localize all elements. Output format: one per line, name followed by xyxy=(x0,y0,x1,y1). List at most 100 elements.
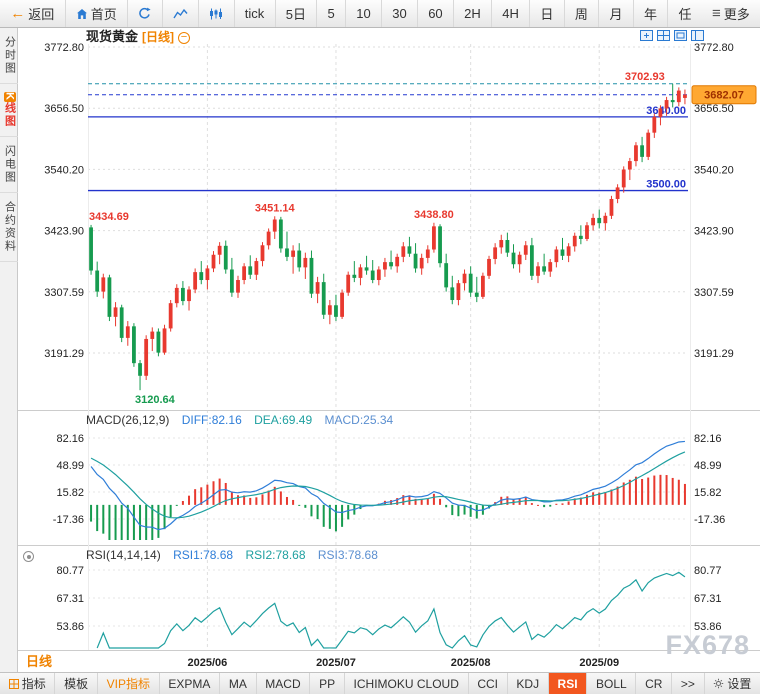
period-button-4h[interactable]: 4H xyxy=(492,0,531,27)
indicator-tab-vip-indicator[interactable]: VIP指标 xyxy=(98,673,160,694)
sidebar-item-flash-chart[interactable]: 闪电图 xyxy=(0,137,18,193)
refresh-button[interactable] xyxy=(128,0,163,27)
hamburger-icon: ≡ xyxy=(711,5,721,22)
period-button-2h[interactable]: 2H xyxy=(454,0,493,27)
indicator-tab-rsi[interactable]: RSI xyxy=(548,673,588,694)
collapse-panel-icon[interactable]: − xyxy=(178,31,191,44)
sidebar-item-time-chart[interactable]: 分时图 xyxy=(0,28,18,84)
svg-text:3702.93: 3702.93 xyxy=(625,71,665,83)
indicator-tab-cci[interactable]: CCI xyxy=(469,673,508,694)
svg-text:3191.29: 3191.29 xyxy=(44,348,84,360)
indicator-tab-cr[interactable]: CR xyxy=(636,673,673,694)
macd-series xyxy=(90,440,686,540)
rsi-panel-settings-icon[interactable] xyxy=(23,551,34,562)
period-button-60[interactable]: 60 xyxy=(418,0,454,27)
svg-text:3772.80: 3772.80 xyxy=(44,42,84,54)
candlestick-chart-icon xyxy=(210,8,223,19)
indicator-tab-kdj[interactable]: KDJ xyxy=(508,673,549,694)
period-button-tick[interactable]: tick xyxy=(235,0,276,27)
indicator-tab-indicator[interactable]: 指标 xyxy=(0,673,56,694)
symbol-name: 现货黄金 xyxy=(86,29,139,44)
more-label: 更多 xyxy=(723,7,750,22)
svg-text:15.82: 15.82 xyxy=(56,487,84,499)
indicator-tab-macd[interactable]: MACD xyxy=(257,673,311,694)
indicator-tab-settings[interactable]: 设置 xyxy=(705,673,760,694)
candle-chart-type-button[interactable] xyxy=(199,0,235,27)
line-chart-type-button[interactable] xyxy=(163,0,200,27)
top-toolbar: ← 返回 首页 tick 5日 5 xyxy=(0,0,760,28)
axis-labels: 3772.80 3772.80 3656.50 3656.50 3540.20 3540.… xyxy=(44,42,734,669)
macd-title: MACD(26,12,9) xyxy=(86,413,170,427)
sidebar-item-k-line-chart[interactable]: K线图 xyxy=(0,84,18,137)
period-button-5d[interactable]: 5日 xyxy=(276,0,318,27)
back-arrow-icon: ← xyxy=(10,5,26,22)
chart-area: 3772.80 3772.80 3656.50 3656.50 3540.20 3540.… xyxy=(18,28,760,672)
svg-text:3423.90: 3423.90 xyxy=(694,226,734,238)
gear-icon xyxy=(714,678,724,689)
indicator-grid-icon xyxy=(8,678,19,689)
period-button-year[interactable]: 年 xyxy=(634,0,669,27)
back-button[interactable]: ← 返回 xyxy=(0,0,66,27)
svg-text:3434.69: 3434.69 xyxy=(89,211,129,223)
svg-text:53.86: 53.86 xyxy=(694,621,722,633)
period-button-week[interactable]: 周 xyxy=(565,0,600,27)
svg-text:-17.36: -17.36 xyxy=(53,514,84,526)
svg-text:80.77: 80.77 xyxy=(56,565,84,577)
rsi-series xyxy=(96,571,686,649)
svg-text:2025/09: 2025/09 xyxy=(579,657,619,669)
sidebar-item-contract-info[interactable]: 合约资料 xyxy=(0,193,18,262)
period-button-30[interactable]: 30 xyxy=(382,0,418,27)
period-button-month[interactable]: 月 xyxy=(599,0,634,27)
macd-diff-value: DIFF:82.16 xyxy=(181,413,242,427)
svg-text:48.99: 48.99 xyxy=(694,460,722,472)
home-button[interactable]: 首页 xyxy=(66,0,129,27)
svg-text:3307.59: 3307.59 xyxy=(44,287,84,299)
indicator-tab-boll[interactable]: BOLL xyxy=(587,673,637,694)
watermark: FX678 xyxy=(665,630,750,660)
indicator-tab-template[interactable]: 模板 xyxy=(55,673,98,694)
refresh-icon xyxy=(139,7,151,19)
rsi1-value: RSI1:78.68 xyxy=(173,548,234,562)
period-button-5[interactable]: 5 xyxy=(317,0,346,27)
svg-text:80.77: 80.77 xyxy=(694,565,722,577)
svg-text:3451.14: 3451.14 xyxy=(255,202,296,214)
svg-text:67.31: 67.31 xyxy=(56,593,84,605)
current-price-badge: 3682.07 xyxy=(691,85,757,105)
svg-text:15.82: 15.82 xyxy=(694,487,722,499)
price-chart-canvas: 3772.80 3772.80 3656.50 3656.50 3540.20 3540.… xyxy=(18,42,760,669)
svg-text:82.16: 82.16 xyxy=(694,433,722,445)
svg-text:3540.20: 3540.20 xyxy=(694,164,734,176)
price-level-lines: 3640.003500.00 xyxy=(88,83,690,192)
period-button-10[interactable]: 10 xyxy=(346,0,382,27)
svg-text:3540.20: 3540.20 xyxy=(44,164,84,176)
period-tag: [日线] xyxy=(142,30,175,44)
home-label: 首页 xyxy=(90,7,117,22)
indicator-tab-more-indicators[interactable]: >> xyxy=(672,673,705,694)
indicator-tab-ichimoku-cloud[interactable]: ICHIMOKU CLOUD xyxy=(345,673,469,694)
svg-text:3191.29: 3191.29 xyxy=(694,348,734,360)
back-label: 返回 xyxy=(28,7,55,22)
grid-layout-icon[interactable] xyxy=(657,30,670,41)
indicator-tab-ma[interactable]: MA xyxy=(220,673,257,694)
period-button-day[interactable]: 日 xyxy=(530,0,565,27)
panel-layout-controls xyxy=(640,30,704,41)
svg-text:67.31: 67.31 xyxy=(694,593,722,605)
price-annotations: 3434.69 3120.64 3451.14 3438.80 3702.93 xyxy=(89,71,665,406)
split-panel-icon[interactable] xyxy=(691,30,704,41)
indicator-tab-expma[interactable]: EXPMA xyxy=(160,673,221,694)
new-window-icon[interactable] xyxy=(640,30,653,41)
indicator-tab-pp[interactable]: PP xyxy=(310,673,345,694)
svg-text:2025/08: 2025/08 xyxy=(451,657,491,669)
maximize-panel-icon[interactable] xyxy=(674,30,687,41)
svg-text:53.86: 53.86 xyxy=(56,621,84,633)
period-button-custom[interactable]: 任 xyxy=(678,7,692,22)
rsi-header: RSI(14,14,14) RSI1:78.68 RSI2:78.68 RSI3… xyxy=(86,548,378,562)
period-tab-daily[interactable]: 日线 xyxy=(26,654,53,669)
indicator-toolbar: 指标 模板 VIP指标 EXPMA MA MACD PP ICHIMOKU CLOUD CCI K… xyxy=(0,672,760,694)
chart-title: 现货黄金 [日线] − xyxy=(86,29,191,44)
svg-text:3682.07: 3682.07 xyxy=(704,90,744,102)
svg-text:48.99: 48.99 xyxy=(56,460,84,472)
macd-dea-value: DEA:69.49 xyxy=(254,413,313,427)
more-button[interactable]: ≡ 更多 xyxy=(702,0,760,27)
